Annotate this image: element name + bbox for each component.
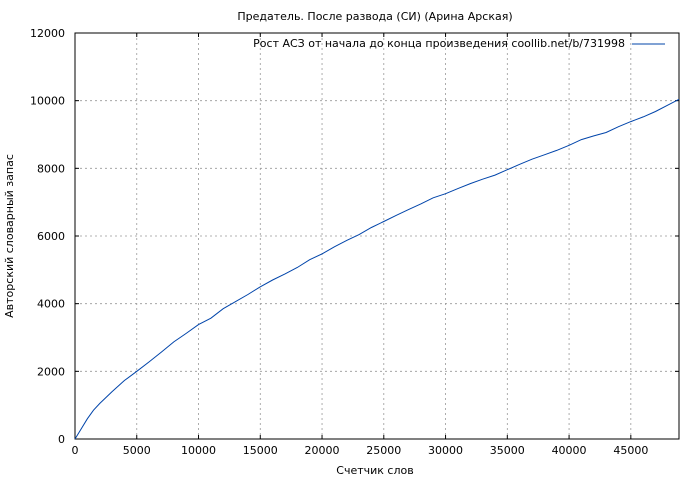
x-tick-label: 5000: [123, 444, 151, 457]
y-tick-label: 0: [58, 433, 65, 446]
y-tick-label: 2000: [37, 365, 65, 378]
grid-lines: [75, 33, 679, 439]
series-line: [74, 98, 680, 440]
x-tick-label: 30000: [428, 444, 463, 457]
x-axis: 0 5000 10000 15000 20000 25000 30000 35000 40000…: [72, 33, 648, 457]
y-tick-label: 6000: [37, 230, 65, 243]
legend: Рост АСЗ от начала до конца произведения…: [253, 37, 665, 50]
y-tick-label: 8000: [37, 162, 65, 175]
y-tick-label: 4000: [37, 298, 65, 311]
x-tick-label: 0: [72, 444, 79, 457]
series-layer: [74, 98, 680, 440]
chart-title: Предатель. После развода (СИ) (Арина Арс…: [237, 10, 512, 23]
x-tick-label: 15000: [243, 444, 278, 457]
legend-label: Рост АСЗ от начала до конца произведения…: [253, 37, 625, 50]
x-tick-label: 45000: [613, 444, 648, 457]
x-axis-label: Счетчик слов: [336, 464, 413, 477]
x-tick-label: 10000: [181, 444, 216, 457]
x-tick-label: 25000: [366, 444, 401, 457]
x-tick-label: 40000: [552, 444, 587, 457]
x-tick-label: 20000: [305, 444, 340, 457]
x-tick-label: 35000: [490, 444, 525, 457]
y-axis: 0 2000 4000 6000 8000 10000 12000: [30, 27, 679, 446]
y-tick-label: 12000: [30, 27, 65, 40]
y-axis-label: Авторский словарный запас: [3, 154, 16, 318]
y-tick-label: 10000: [30, 95, 65, 108]
